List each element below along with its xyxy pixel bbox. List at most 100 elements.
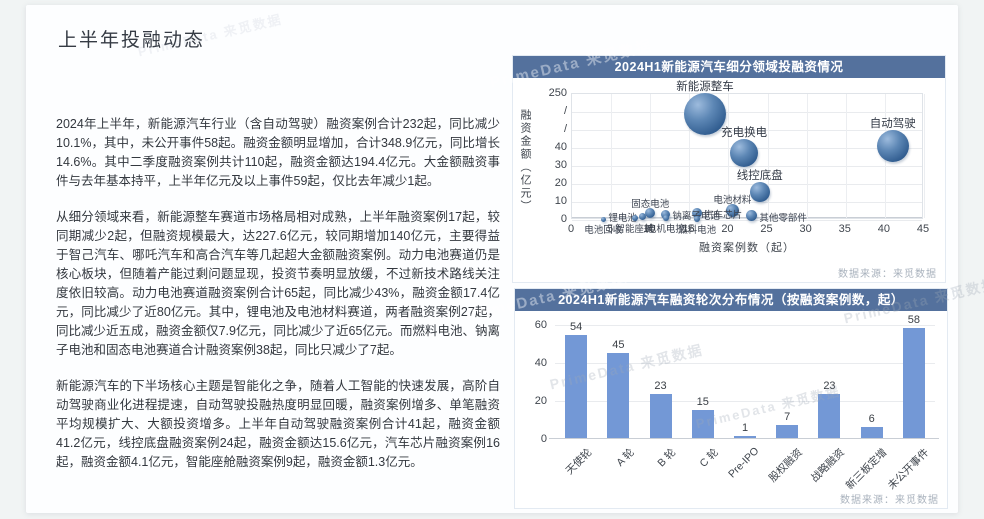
category-label: B 轮 [655, 446, 679, 470]
bar-plot: 54 天使轮 45 A 轮 23 B 轮 15 C 轮 1 Pre-IPO 7 股权融资 23 战略融资 6… [549, 314, 939, 492]
bubble-label: 线控底盘 [736, 169, 783, 182]
x-axis-line [549, 438, 939, 439]
bubble-chart-title: 2024H1新能源汽车细分领域投融资情况 [513, 56, 945, 78]
x-axis-tick: 20 [721, 223, 734, 235]
data-bubble [725, 203, 739, 217]
data-bubble [746, 210, 758, 221]
bubble-label: 智能座舱 [615, 224, 654, 236]
category-label: Pre-IPO [726, 445, 762, 481]
data-bubble [600, 216, 606, 222]
h-gridline [555, 363, 935, 364]
y-axis-title: 融资金额（亿元） [519, 109, 531, 213]
bar-chart-body: 54 天使轮 45 A 轮 23 B 轮 15 C 轮 1 Pre-IPO 7 股权融资 23 战略融资 6… [515, 311, 947, 509]
bar-value-label: 45 [612, 338, 625, 351]
h-gridline [555, 325, 935, 326]
bar-value-label: 58 [907, 313, 920, 326]
bar-value-label: 6 [868, 412, 875, 425]
bubble-chart-body: 融资金额（亿元） 新能源整车自动驾驶充电换电线控底盘电池材料汽车芯片固态电池钠离… [513, 78, 945, 283]
bar-value-label: 54 [569, 321, 583, 334]
bar [565, 335, 588, 438]
bar-value-label: 7 [784, 410, 791, 423]
body-text: 2024年上半年，新能源汽车行业（含自动驾驶）融资案例合计232起，同比减少10… [56, 115, 500, 489]
bar [818, 394, 841, 438]
x-axis-tick: 35 [838, 223, 851, 235]
v-gridline [845, 94, 847, 218]
x-axis-tick: 15 [682, 223, 695, 235]
bar [776, 424, 799, 438]
bubble-label: 其他零部件 [759, 212, 807, 224]
bar-value-label: 23 [823, 380, 836, 393]
bubble-chart-card: 2024H1新能源汽车细分领域投融资情况 融资金额（亿元） 新能源整车自动驾驶充… [512, 55, 946, 283]
bubble-label: 自动驾驶 [869, 117, 916, 130]
bar [902, 327, 925, 438]
bar-value-label: 23 [654, 380, 667, 393]
x-axis-tick: 45 [916, 223, 930, 235]
source-note: 数据来源：来觅数据 [838, 269, 937, 280]
y-axis-tick: 0 [540, 433, 547, 445]
data-bubble [662, 215, 669, 222]
paragraph-1: 2024年上半年，新能源汽车行业（含自动驾驶）融资案例合计232起，同比减少10… [56, 117, 500, 188]
bar [691, 409, 714, 438]
y-axis-tick: 250 [548, 87, 567, 99]
v-gridline [689, 94, 691, 218]
h-gridline [572, 220, 922, 221]
bubble-label: 新能源整车 [676, 81, 734, 93]
v-gridline [924, 94, 925, 218]
y-axis-tick: 10 [554, 195, 567, 207]
data-bubble [683, 93, 726, 135]
category-label: 战略融资 [809, 446, 848, 485]
v-gridline [728, 94, 730, 218]
bubble-label: 固态电池 [631, 198, 670, 210]
data-bubble [730, 139, 759, 168]
bubble-label: 电池回收 [584, 224, 623, 236]
x-axis-title: 融资案例数（起） [699, 242, 795, 254]
source-note: 数据来源：来觅数据 [840, 495, 939, 506]
h-gridline [572, 202, 922, 203]
data-bubble [876, 129, 909, 162]
y-axis-tick: 60 [534, 319, 547, 331]
y-axis-tick: / [563, 123, 567, 135]
report-page: 上半年投融动态 2024年上半年，新能源汽车行业（含自动驾驶）融资案例合计232… [26, 5, 984, 513]
x-axis-tick: 0 [567, 223, 575, 235]
scatter-plot: 新能源整车自动驾驶充电换电线控底盘电池材料汽车芯片固态电池钠离子电池其他零部件锂… [571, 81, 925, 236]
x-axis-tick: 40 [877, 223, 890, 235]
category-label: C 轮 [697, 446, 721, 470]
x-axis-tick: 30 [799, 223, 812, 235]
bubble-label: 电池材料 [713, 194, 752, 206]
bar-value-label: 15 [696, 395, 709, 408]
bubble-label: 汽车芯片 [704, 209, 743, 221]
h-gridline [572, 130, 922, 131]
data-bubble [645, 207, 656, 218]
category-label: 新三板定增 [843, 446, 890, 493]
paragraph-3: 新能源汽车的下半场核心主题是智能化之争，随着人工智能的快速发展，高阶自动驾驶商业… [56, 379, 500, 469]
bar [734, 436, 756, 438]
h-gridline [555, 401, 935, 402]
data-bubble [749, 181, 770, 202]
data-bubble [638, 212, 646, 220]
paragraph-2: 从细分领域来看，新能源整车赛道市场格局相对成熟，上半年融资案例17起，较同期减少… [56, 210, 500, 357]
bar-value-label: 1 [741, 422, 749, 435]
x-axis-tick: 25 [760, 223, 773, 235]
bar-chart-title: 2024H1新能源汽车融资轮次分布情况（按融资案例数，起） [515, 289, 947, 311]
y-axis-tick: 30 [554, 159, 567, 171]
y-axis-tick: / [563, 105, 567, 117]
bar [860, 426, 883, 438]
y-axis-tick: 40 [534, 357, 547, 369]
y-axis-tick: 40 [554, 141, 567, 153]
category-label: 天使轮 [563, 446, 595, 478]
h-gridline [572, 184, 922, 185]
bar-chart-card: 2024H1新能源汽车融资轮次分布情况（按融资案例数，起） 54 天使轮 45 A 轮… [514, 288, 948, 509]
y-axis-tick: 20 [554, 177, 567, 189]
x-axis-tick: 5 [607, 223, 614, 235]
v-gridline [650, 94, 652, 218]
data-bubble [661, 209, 671, 219]
bubble-label: 充电换电 [721, 127, 768, 140]
data-bubble [631, 215, 638, 222]
y-axis-tick: 20 [534, 395, 547, 407]
y-axis-tick: 0 [560, 213, 567, 225]
bar [607, 352, 630, 438]
category-label: 未公开事件 [886, 446, 932, 493]
category-label: 股权融资 [766, 446, 806, 485]
v-gridline [611, 94, 613, 218]
data-bubble [694, 215, 701, 222]
